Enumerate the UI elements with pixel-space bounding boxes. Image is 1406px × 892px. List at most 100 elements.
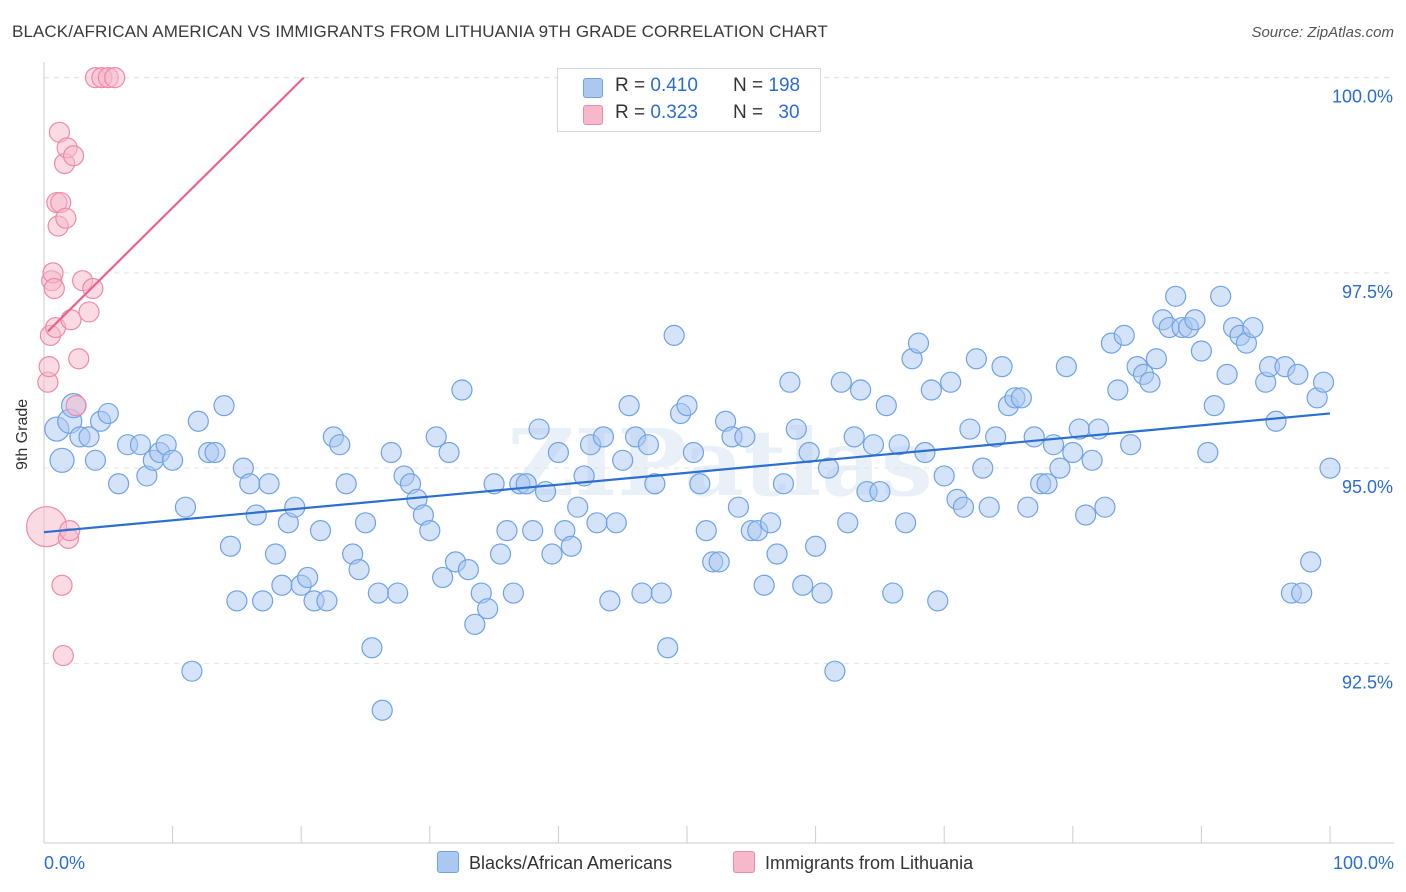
y-tick-label: 92.5% bbox=[1342, 672, 1393, 692]
point-blacks bbox=[907, 332, 930, 354]
point-blacks bbox=[213, 395, 235, 417]
point-blacks bbox=[174, 496, 197, 518]
legend-swatch-series2 bbox=[583, 105, 603, 125]
point-blacks bbox=[779, 371, 801, 393]
point-blacks bbox=[361, 637, 383, 659]
point-blacks bbox=[676, 395, 698, 417]
point-blacks bbox=[226, 590, 248, 612]
point-blacks bbox=[817, 457, 840, 479]
point-lithuania bbox=[65, 395, 87, 417]
point-blacks bbox=[354, 512, 377, 534]
point-lithuania bbox=[78, 301, 100, 323]
point-blacks bbox=[1165, 285, 1187, 307]
point-blacks bbox=[547, 441, 570, 464]
point-blacks bbox=[348, 559, 370, 581]
point-blacks bbox=[477, 598, 499, 620]
point-blacks bbox=[727, 496, 750, 518]
point-blacks bbox=[1265, 410, 1287, 432]
point-blacks bbox=[1139, 371, 1161, 393]
point-blacks bbox=[1049, 457, 1071, 479]
point-blacks bbox=[1023, 426, 1045, 448]
point-blacks bbox=[586, 512, 608, 534]
point-blacks bbox=[708, 551, 730, 573]
point-blacks bbox=[650, 582, 672, 604]
legend-swatch-series1 bbox=[583, 78, 603, 98]
point-blacks bbox=[920, 379, 942, 401]
point-blacks bbox=[1300, 551, 1322, 573]
point-blacks bbox=[1120, 434, 1142, 456]
point-blacks bbox=[689, 473, 711, 495]
point-blacks bbox=[252, 590, 274, 612]
legend-n-label: N = bbox=[733, 102, 764, 123]
point-blacks bbox=[1291, 582, 1313, 604]
point-lithuania bbox=[51, 574, 73, 596]
point-blacks bbox=[1312, 371, 1335, 393]
trend-lines bbox=[43, 76, 1331, 534]
y-axis-label: 9th Grade bbox=[14, 398, 31, 470]
point-blacks bbox=[843, 426, 865, 448]
point-blacks bbox=[387, 582, 409, 604]
point-blacks bbox=[785, 418, 807, 440]
point-blacks bbox=[187, 410, 209, 432]
point-blacks bbox=[1075, 504, 1097, 526]
point-lithuania bbox=[55, 207, 77, 229]
point-blacks bbox=[204, 441, 226, 464]
legend-item-series2: Immigrants from Lithuania bbox=[733, 851, 973, 874]
point-blacks bbox=[425, 426, 447, 448]
point-blacks bbox=[875, 395, 897, 417]
point-lithuania bbox=[43, 277, 65, 300]
point-blacks bbox=[181, 660, 203, 682]
point-blacks bbox=[1036, 473, 1058, 495]
point-blacks bbox=[502, 582, 524, 604]
legend-n-value: 30 bbox=[778, 102, 800, 123]
axes bbox=[43, 62, 1394, 844]
point-blacks bbox=[1055, 355, 1077, 378]
point-blacks bbox=[567, 496, 589, 518]
point-blacks bbox=[811, 582, 833, 604]
point-blacks bbox=[766, 543, 788, 565]
point-blacks bbox=[1107, 379, 1129, 401]
point-blacks bbox=[1190, 340, 1213, 362]
legend-r-label: R = bbox=[615, 102, 646, 123]
point-blacks bbox=[380, 441, 402, 464]
legend-label-series1: Blacks/African Americans bbox=[469, 853, 673, 873]
point-blacks bbox=[1216, 363, 1238, 385]
point-blacks bbox=[438, 441, 460, 464]
point-blacks bbox=[107, 473, 130, 495]
point-blacks bbox=[798, 441, 820, 464]
point-blacks bbox=[895, 512, 917, 534]
point-blacks bbox=[496, 519, 518, 542]
point-blacks bbox=[952, 496, 975, 518]
point-blacks bbox=[97, 402, 119, 425]
point-blacks bbox=[888, 434, 910, 456]
legend-r-label: R = bbox=[615, 75, 646, 96]
point-blacks bbox=[464, 613, 486, 635]
point-blacks bbox=[850, 379, 872, 401]
point-blacks bbox=[522, 519, 544, 542]
legend-n-value: 198 bbox=[768, 75, 801, 96]
gridlines bbox=[44, 77, 1394, 664]
point-lithuania bbox=[60, 309, 82, 331]
point-blacks bbox=[599, 590, 621, 612]
point-blacks bbox=[49, 447, 75, 473]
data-points bbox=[25, 67, 1341, 721]
point-blacks bbox=[245, 504, 267, 526]
point-blacks bbox=[264, 543, 287, 565]
point-blacks bbox=[335, 473, 357, 495]
point-blacks bbox=[682, 441, 705, 464]
chart-source: Source: ZipAtlas.com bbox=[1251, 24, 1394, 41]
point-lithuania bbox=[68, 348, 90, 370]
point-lithuania bbox=[104, 67, 126, 89]
point-blacks bbox=[991, 355, 1013, 378]
point-blacks bbox=[657, 637, 679, 659]
y-tick-label: 97.5% bbox=[1342, 282, 1393, 302]
point-blacks bbox=[734, 426, 756, 448]
stats-legend: R = 0.410 N = 198 R = 0.323 N = 30 bbox=[557, 68, 821, 132]
point-blacks bbox=[541, 543, 563, 565]
point-blacks bbox=[1184, 309, 1206, 331]
point-blacks bbox=[1210, 285, 1232, 307]
point-blacks bbox=[927, 590, 949, 612]
point-blacks bbox=[631, 582, 653, 604]
point-blacks bbox=[129, 434, 152, 456]
